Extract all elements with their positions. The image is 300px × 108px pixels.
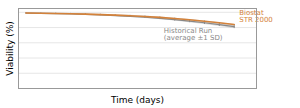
html-text:Biostat: Biostat — [239, 8, 264, 17]
svg-text:Viability (%): Viability (%) — [5, 21, 15, 75]
svg-text:Historical Run(average ±1 SD): Historical Run(average ±1 SD) — [164, 27, 223, 42]
svg-text:Time (days): Time (days) — [110, 95, 164, 105]
html-text:STR 2000: STR 2000 — [239, 15, 273, 24]
